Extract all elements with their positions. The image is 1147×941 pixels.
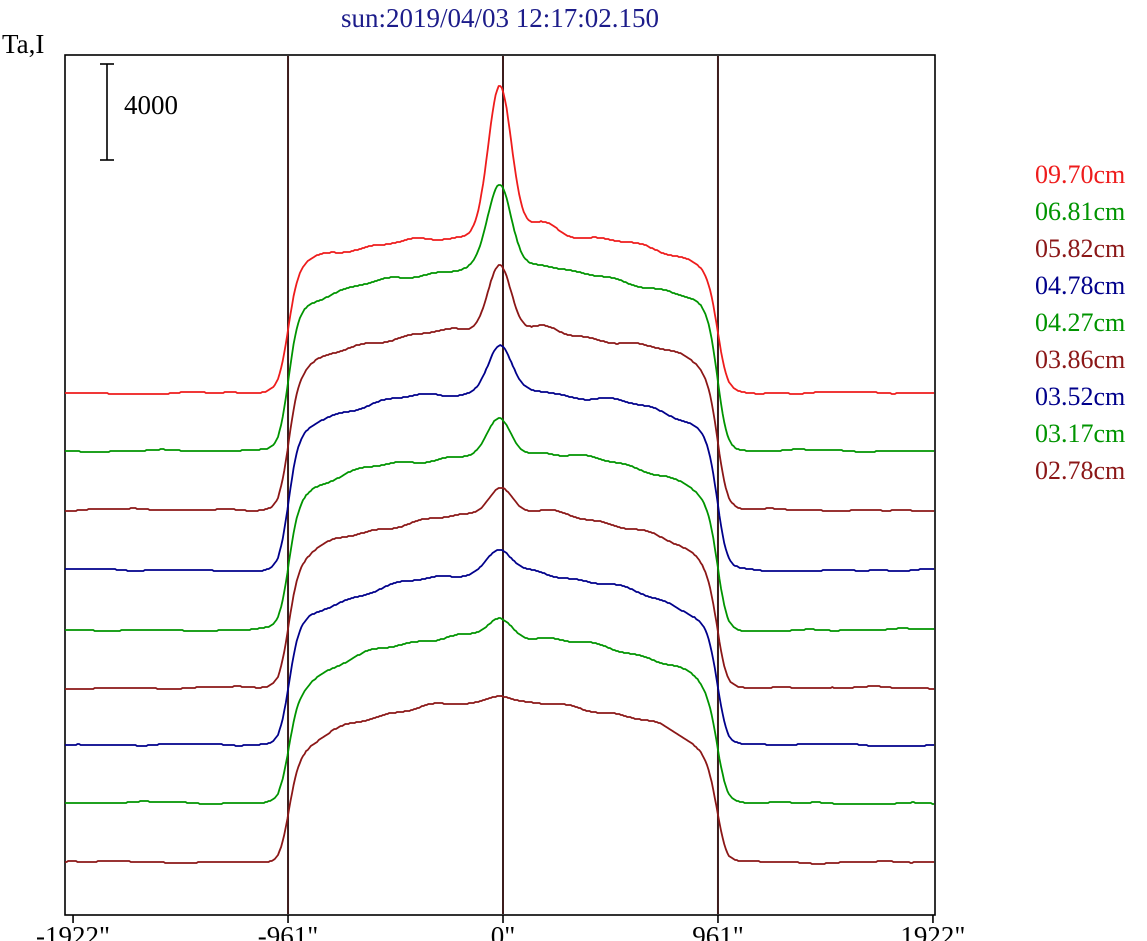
x-tick-label: 961" [692, 921, 744, 941]
scan-curve [65, 617, 935, 805]
x-tick-label: -961" [257, 921, 319, 941]
x-tick-label: -1922" [36, 921, 111, 941]
legend-item: 03.86cm [1035, 345, 1126, 374]
x-tick-label: 0" [490, 921, 516, 941]
page-title: sun:2019/04/03 12:17:02.150 [340, 3, 659, 33]
legend: 09.70cm 06.81cm 05.82cm 04.78cm 04.27cm 03.86… [1035, 156, 1147, 489]
x-tick-label: 1922" [900, 921, 966, 941]
scale-bar-label: 4000 [124, 90, 178, 120]
legend-item: 03.52cm [1035, 382, 1126, 411]
legend-item: 05.82cm [1035, 234, 1126, 263]
legend-item: 06.81cm [1035, 197, 1126, 226]
plot-border [64, 54, 936, 916]
legend-item: 03.17cm [1035, 419, 1126, 448]
scan-curve [65, 417, 935, 632]
scan-curve [65, 549, 935, 747]
scan-curve [65, 184, 935, 453]
scan-curve [65, 487, 935, 690]
scan-curve [65, 344, 935, 572]
legend-item: 04.27cm [1035, 308, 1126, 337]
legend-item: 09.70cm [1035, 160, 1126, 189]
scan-curve [65, 264, 935, 512]
legend-item: 04.78cm [1035, 271, 1126, 300]
scan-curve [65, 85, 935, 395]
legend-item: 02.78cm [1035, 456, 1126, 485]
y-axis-label: Ta,I [2, 29, 45, 59]
x-axis-tick-labels: -1922" -961" 0" 961" 1922" [0, 921, 1147, 941]
scan-curve [65, 695, 935, 865]
